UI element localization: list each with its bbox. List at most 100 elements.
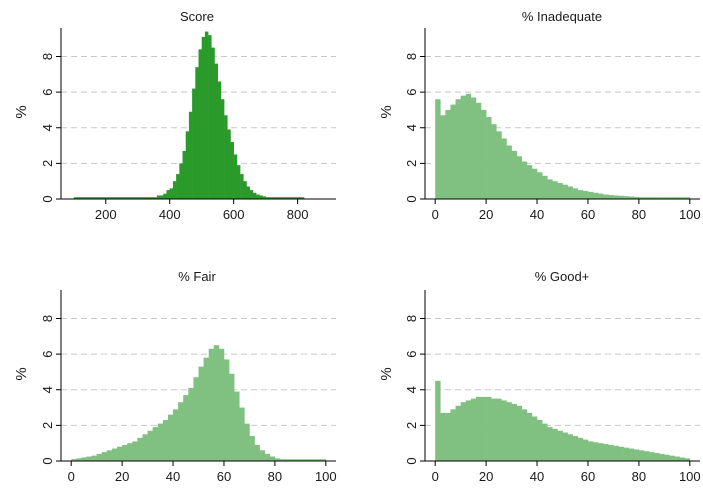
histogram-bar bbox=[623, 447, 630, 461]
histogram-bar bbox=[310, 459, 316, 461]
y-tick-label: 2 bbox=[404, 160, 419, 167]
histogram-bar bbox=[547, 427, 553, 461]
histogram-bar bbox=[486, 117, 492, 199]
histogram-bar bbox=[91, 455, 97, 461]
histogram-bar bbox=[86, 456, 92, 461]
histogram-bar bbox=[582, 439, 589, 461]
histogram-bar bbox=[654, 197, 660, 199]
histogram-bar bbox=[618, 195, 624, 199]
histogram-bar bbox=[567, 186, 573, 199]
histogram-bar bbox=[112, 197, 116, 199]
histogram-bar bbox=[76, 458, 82, 461]
histogram-bar bbox=[268, 197, 273, 199]
histogram-bar bbox=[577, 437, 584, 461]
histogram-bar bbox=[265, 197, 270, 199]
histogram-bar bbox=[295, 459, 301, 461]
histogram-bar bbox=[211, 47, 215, 199]
histogram-bar bbox=[208, 348, 215, 461]
histogram-bar bbox=[218, 348, 225, 461]
histogram-bar bbox=[179, 163, 183, 199]
histogram-bar bbox=[603, 444, 609, 461]
histogram-bar bbox=[542, 423, 548, 461]
histogram-bar bbox=[521, 409, 528, 461]
histogram-bar bbox=[192, 88, 196, 199]
histogram-bar bbox=[259, 450, 266, 461]
histogram-bar bbox=[204, 31, 209, 199]
histogram-bar bbox=[162, 420, 169, 461]
y-tick-label: 8 bbox=[40, 315, 55, 322]
x-tick-label: 40 bbox=[530, 469, 544, 484]
histogram-bar bbox=[511, 150, 517, 199]
histogram-bar bbox=[147, 197, 151, 199]
histogram-bar bbox=[195, 67, 199, 199]
histogram-bar bbox=[134, 197, 139, 199]
histogram-bar bbox=[214, 63, 218, 199]
histogram-bar bbox=[132, 441, 138, 461]
histogram-bar bbox=[582, 190, 589, 199]
histogram-bar bbox=[587, 191, 594, 199]
histogram-bar bbox=[496, 131, 502, 199]
histogram-bar bbox=[450, 409, 456, 461]
histogram-bar bbox=[128, 197, 132, 199]
y-tick-label: 8 bbox=[40, 53, 55, 60]
histogram-bar bbox=[142, 434, 148, 461]
histogram-bar bbox=[108, 197, 113, 199]
histogram-bar bbox=[300, 459, 306, 461]
histogram-bar bbox=[491, 398, 497, 461]
x-tick-label: 0 bbox=[68, 469, 75, 484]
histogram-bar bbox=[654, 452, 660, 461]
histogram-bar bbox=[613, 445, 619, 461]
x-tick-label: 20 bbox=[479, 207, 493, 222]
histogram-bar bbox=[115, 197, 119, 199]
histogram-bar bbox=[297, 197, 302, 199]
y-axis-label: % bbox=[378, 367, 395, 380]
x-tick-label: 600 bbox=[223, 207, 245, 222]
x-tick-label: 80 bbox=[632, 469, 646, 484]
histogram-bar bbox=[101, 452, 108, 461]
histogram-bar bbox=[491, 124, 497, 199]
histogram-bar bbox=[182, 150, 187, 199]
histogram-bar bbox=[475, 102, 482, 199]
panel-title: % Inadequate bbox=[522, 9, 602, 24]
histogram-bar bbox=[470, 97, 477, 199]
histogram-bar bbox=[167, 414, 174, 461]
histogram-bar bbox=[674, 456, 680, 461]
y-tick-label: 4 bbox=[40, 386, 55, 393]
histogram-bar bbox=[557, 430, 563, 461]
histogram-bar bbox=[122, 444, 128, 461]
histogram-bar bbox=[127, 443, 133, 461]
panel-score: Score % 0 2 4 6 8 200 400 600 800 bbox=[13, 9, 336, 222]
histogram-bar bbox=[150, 197, 155, 199]
histogram-bar bbox=[531, 168, 538, 199]
y-tick-label: 6 bbox=[404, 89, 419, 96]
histogram-bar bbox=[291, 197, 295, 199]
x-tick-label: 40 bbox=[166, 469, 180, 484]
histogram-bar bbox=[288, 197, 292, 199]
histogram-bar bbox=[450, 104, 456, 199]
histogram-bar bbox=[153, 197, 158, 199]
histogram-bar bbox=[562, 432, 568, 461]
histogram-bar bbox=[178, 402, 184, 461]
histogram-bar bbox=[562, 184, 568, 199]
histogram-bar bbox=[659, 453, 665, 461]
histogram-bar bbox=[229, 373, 235, 461]
histogram-bar bbox=[262, 196, 266, 199]
histogram-bar bbox=[460, 95, 467, 199]
histogram-bar bbox=[208, 35, 212, 199]
histogram-bar bbox=[613, 195, 619, 199]
histogram-bar bbox=[537, 172, 543, 199]
panel-title: % Fair bbox=[178, 269, 216, 284]
histogram-bar bbox=[633, 449, 640, 461]
histogram-bar bbox=[272, 197, 276, 199]
histogram-bar bbox=[99, 197, 103, 199]
histogram-bar bbox=[249, 190, 254, 199]
histogram-bar bbox=[137, 197, 142, 199]
y-axis-label: % bbox=[13, 105, 30, 118]
histogram-bar bbox=[131, 197, 135, 199]
histogram-bar bbox=[213, 345, 220, 461]
histogram-bar bbox=[124, 197, 129, 199]
